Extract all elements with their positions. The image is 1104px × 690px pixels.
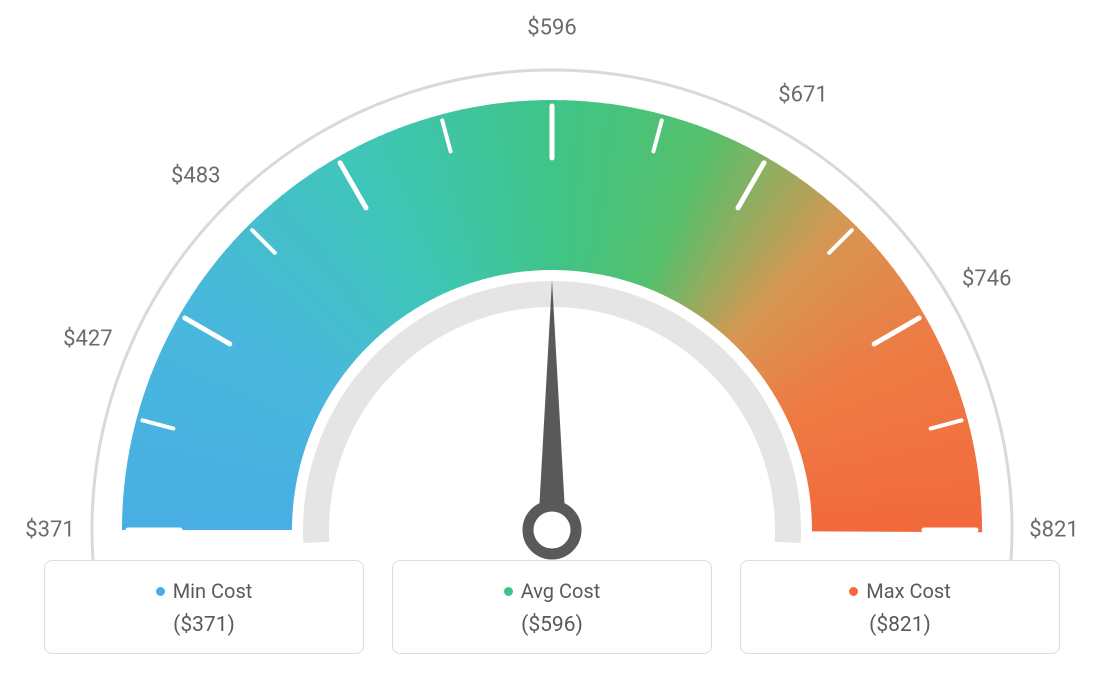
gauge-svg bbox=[22, 0, 1082, 560]
gauge-tick-label: $821 bbox=[1029, 518, 1078, 543]
legend-row: Min Cost ($371) Avg Cost ($596) Max Cost… bbox=[0, 560, 1104, 674]
legend-value-max: ($821) bbox=[751, 613, 1049, 637]
legend-title-max: Max Cost bbox=[849, 579, 951, 603]
dot-avg-icon bbox=[504, 587, 513, 596]
gauge-tick-label: $746 bbox=[962, 267, 1011, 292]
legend-card-avg: Avg Cost ($596) bbox=[392, 560, 712, 654]
legend-card-max: Max Cost ($821) bbox=[740, 560, 1060, 654]
legend-value-min: ($371) bbox=[55, 613, 353, 637]
legend-title-min: Min Cost bbox=[156, 579, 253, 603]
legend-label-avg: Avg Cost bbox=[521, 579, 601, 603]
legend-title-avg: Avg Cost bbox=[504, 579, 601, 603]
legend-card-min: Min Cost ($371) bbox=[44, 560, 364, 654]
gauge-tick-label: $596 bbox=[527, 16, 576, 41]
gauge-tick-label: $427 bbox=[63, 326, 112, 351]
gauge-chart: $371 $427 $483 $596 $671 $746 $821 bbox=[0, 0, 1104, 560]
gauge-tick-label: $671 bbox=[778, 83, 827, 108]
dot-max-icon bbox=[849, 587, 858, 596]
gauge-tick-label: $371 bbox=[25, 518, 74, 543]
legend-label-min: Min Cost bbox=[173, 579, 253, 603]
dot-min-icon bbox=[156, 587, 165, 596]
gauge-tick-label: $483 bbox=[171, 164, 220, 189]
legend-value-avg: ($596) bbox=[403, 613, 701, 637]
legend-label-max: Max Cost bbox=[866, 579, 951, 603]
